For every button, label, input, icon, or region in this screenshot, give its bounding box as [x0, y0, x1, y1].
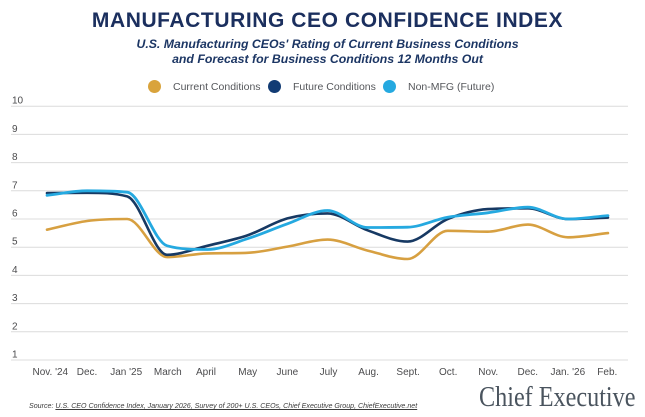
svg-text:7: 7	[12, 180, 18, 191]
svg-text:July: July	[320, 367, 338, 378]
svg-text:March: March	[154, 367, 182, 378]
svg-text:Feb.: Feb.	[597, 367, 617, 378]
svg-text:Dec.: Dec.	[77, 367, 98, 378]
svg-text:Nov. '24: Nov. '24	[32, 367, 68, 378]
svg-text:Nov.: Nov.	[478, 367, 498, 378]
svg-text:5: 5	[12, 237, 18, 248]
svg-text:Sept.: Sept.	[396, 367, 419, 378]
svg-text:4: 4	[12, 265, 18, 276]
svg-text:1: 1	[12, 350, 18, 361]
svg-text:10: 10	[12, 96, 24, 107]
svg-text:Oct.: Oct.	[439, 367, 457, 378]
svg-text:3: 3	[12, 293, 18, 304]
svg-text:June: June	[277, 367, 299, 378]
svg-text:April: April	[196, 367, 216, 378]
svg-text:Dec.: Dec.	[518, 367, 539, 378]
svg-text:Aug.: Aug.	[358, 367, 379, 378]
svg-text:9: 9	[12, 124, 18, 135]
svg-text:Jan '25: Jan '25	[110, 367, 142, 378]
svg-text:Jan. '26: Jan. '26	[550, 367, 585, 378]
svg-text:May: May	[238, 367, 257, 378]
svg-text:8: 8	[12, 152, 18, 163]
svg-text:6: 6	[12, 209, 18, 220]
svg-text:2: 2	[12, 321, 18, 332]
